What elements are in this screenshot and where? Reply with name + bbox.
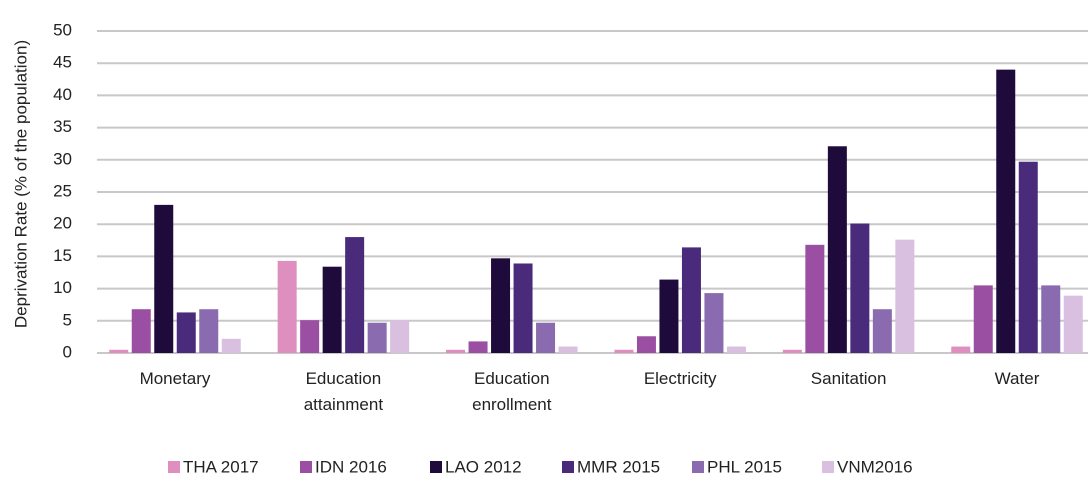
legend-swatch (168, 461, 180, 473)
bar (367, 322, 387, 353)
y-axis-title: Deprivation Rate (% of the population) (11, 40, 30, 328)
bar (131, 309, 151, 353)
bar (1041, 285, 1061, 353)
bar (1018, 161, 1038, 353)
legend-label: VNM2016 (837, 457, 913, 476)
bar (199, 309, 219, 353)
y-tick-label: 40 (53, 85, 72, 104)
bar (221, 338, 241, 353)
y-tick-label: 30 (53, 149, 72, 168)
bar (513, 263, 533, 353)
legend-swatch (300, 461, 312, 473)
x-tick-label: Water (994, 369, 1040, 388)
x-tick-label: Electricity (643, 369, 717, 388)
bar (300, 320, 320, 353)
y-tick-label: 5 (63, 310, 72, 329)
bar (951, 346, 971, 353)
y-tick-label: 45 (53, 53, 72, 72)
bar (176, 312, 196, 353)
legend-swatch (430, 461, 442, 473)
bar (614, 349, 634, 353)
x-tick-label: Education enrollment (472, 369, 552, 414)
bar (446, 349, 466, 353)
bar (805, 244, 825, 353)
y-tick-label: 50 (53, 20, 72, 39)
legend-label: IDN 2016 (315, 457, 387, 476)
bar (536, 322, 556, 353)
legend-swatch (822, 461, 834, 473)
bar (109, 349, 129, 353)
y-tick-label: 15 (53, 246, 72, 265)
bar (681, 247, 701, 353)
bar (345, 237, 365, 353)
legend-label: LAO 2012 (445, 457, 522, 476)
y-tick-label: 10 (53, 278, 72, 297)
bar (390, 320, 410, 353)
bar (850, 223, 870, 353)
x-tick-label: Education attainment (303, 369, 384, 414)
bar (491, 258, 511, 353)
bar (895, 239, 915, 353)
y-tick-label: 25 (53, 181, 72, 200)
bar (782, 349, 802, 353)
bar (468, 341, 488, 353)
bar (277, 260, 297, 353)
y-tick-label: 20 (53, 214, 72, 233)
bar (827, 146, 847, 353)
y-tick-label: 0 (63, 342, 72, 361)
bar (996, 69, 1016, 353)
legend-label: THA 2017 (183, 457, 259, 476)
bar (872, 309, 892, 353)
legend-swatch (692, 461, 704, 473)
legend-label: PHL 2015 (707, 457, 782, 476)
bar (322, 266, 342, 353)
bar (659, 279, 679, 353)
y-tick-label: 35 (53, 117, 72, 136)
legend-label: MMR 2015 (577, 457, 660, 476)
x-tick-label: Monetary (139, 369, 211, 388)
x-tick-label: Sanitation (810, 369, 887, 388)
bar (1063, 295, 1083, 353)
bar (154, 204, 174, 353)
bar (726, 346, 746, 353)
bar (704, 293, 724, 353)
bar (558, 346, 578, 353)
legend-swatch (562, 461, 574, 473)
bar (973, 285, 993, 353)
bar (636, 336, 656, 353)
